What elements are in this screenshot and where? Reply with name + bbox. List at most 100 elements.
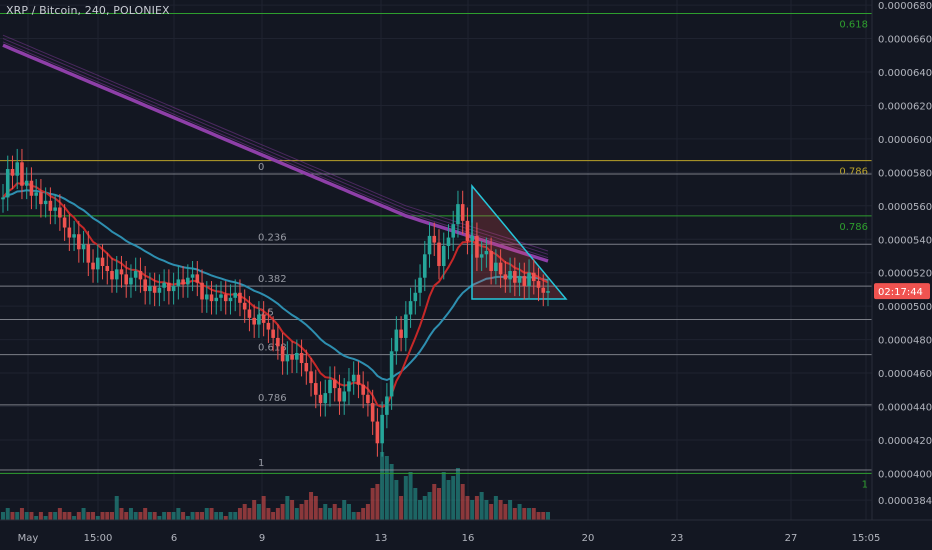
chart-title: XRP / Bitcoin, 240, POLONIEX xyxy=(6,4,170,17)
candlesticks[interactable] xyxy=(1,148,550,457)
volume-bar xyxy=(408,472,413,520)
candle-body xyxy=(77,234,81,250)
candle-body xyxy=(195,274,200,283)
volume-bar xyxy=(356,512,361,520)
candle-body xyxy=(167,282,171,292)
candle-body xyxy=(342,391,347,402)
candle-body xyxy=(522,276,527,287)
candle-body xyxy=(190,274,195,278)
volume-bar xyxy=(375,484,380,520)
volume-bar xyxy=(133,512,138,520)
candle-body xyxy=(91,262,95,270)
volume-bar xyxy=(503,504,508,520)
volume-bar xyxy=(181,512,186,520)
candle-body xyxy=(257,314,261,325)
volume-bar xyxy=(105,512,110,520)
volume-bar xyxy=(119,508,124,520)
candle-body xyxy=(304,363,309,372)
candle-body xyxy=(498,262,503,275)
volume-bar xyxy=(399,496,404,520)
candle-body xyxy=(503,274,508,280)
ma-long-line xyxy=(2,43,549,263)
volume-bar xyxy=(176,508,181,520)
candle-body xyxy=(536,281,541,288)
volume-bar xyxy=(166,512,171,520)
candle-body xyxy=(299,352,304,364)
volume-bar xyxy=(100,512,105,520)
volume-bar xyxy=(541,512,546,520)
volume-bar xyxy=(76,512,81,520)
volume-bar xyxy=(5,508,10,520)
candle-body xyxy=(389,351,394,397)
volume-bar xyxy=(304,500,309,520)
candle-body xyxy=(380,414,384,444)
candle-body xyxy=(53,207,57,211)
candle-body xyxy=(176,279,181,287)
time-tick-label: 15:05 xyxy=(852,533,881,544)
candle-body xyxy=(233,292,238,298)
fib-label: 0.786 xyxy=(839,222,868,233)
candle-body xyxy=(110,271,114,280)
time-axis[interactable]: May 15:00 6 9 13 16 20 23 27 15:05 xyxy=(0,519,932,550)
candle-body xyxy=(266,322,271,330)
volume-bar xyxy=(190,512,195,520)
volume-bar xyxy=(233,512,238,520)
candle-body xyxy=(48,200,53,211)
time-tick-label: May xyxy=(18,533,39,544)
candle-body xyxy=(67,227,72,238)
candle-body xyxy=(129,277,133,285)
candle-body xyxy=(186,277,190,285)
volume-bar xyxy=(147,512,152,520)
fib-label: 0.786 xyxy=(258,393,287,404)
time-tick-label: 27 xyxy=(785,533,798,544)
volume-bar xyxy=(318,508,323,520)
candle-body xyxy=(484,250,489,255)
volume-bar xyxy=(313,496,318,520)
volume-bar xyxy=(34,516,39,520)
volume-bar xyxy=(152,512,157,520)
candle-body xyxy=(370,403,375,422)
volume-bar xyxy=(91,512,96,520)
volume-bar xyxy=(384,456,389,520)
candle-body xyxy=(238,292,242,303)
time-axis-bg xyxy=(0,520,932,550)
fib-label: 0 xyxy=(258,162,264,173)
candle-body xyxy=(422,254,427,278)
volume-bar xyxy=(209,508,214,520)
volume-bar xyxy=(38,512,43,520)
volume-bar xyxy=(441,472,446,520)
candle-body xyxy=(29,180,34,196)
volume-bar xyxy=(394,480,399,520)
volume-bar xyxy=(86,512,91,520)
volume-bar xyxy=(223,516,228,520)
volume-bar xyxy=(1,512,5,520)
volume-bar xyxy=(195,512,200,520)
candle-body xyxy=(81,244,86,250)
volume-bar xyxy=(309,492,314,520)
candle-body xyxy=(114,269,119,280)
candle-body xyxy=(124,274,129,285)
volume-bar xyxy=(422,496,427,520)
fib-label: 0.618 xyxy=(258,343,287,354)
candle-body xyxy=(1,197,5,200)
volume-bar xyxy=(479,492,484,520)
volume-bar xyxy=(237,508,242,520)
candle-body xyxy=(228,297,233,302)
candle-body xyxy=(200,282,204,300)
candle-body xyxy=(465,220,470,241)
candle-body xyxy=(460,204,465,221)
candle-body xyxy=(494,262,498,272)
volume-bar xyxy=(351,512,356,520)
candle-body xyxy=(39,192,43,205)
time-tick-label: 23 xyxy=(671,533,684,544)
volume-bar xyxy=(228,512,233,520)
volume-bar xyxy=(15,512,20,520)
volume-bar xyxy=(484,500,489,520)
volume-bar xyxy=(266,508,271,520)
candle-body xyxy=(10,169,15,176)
